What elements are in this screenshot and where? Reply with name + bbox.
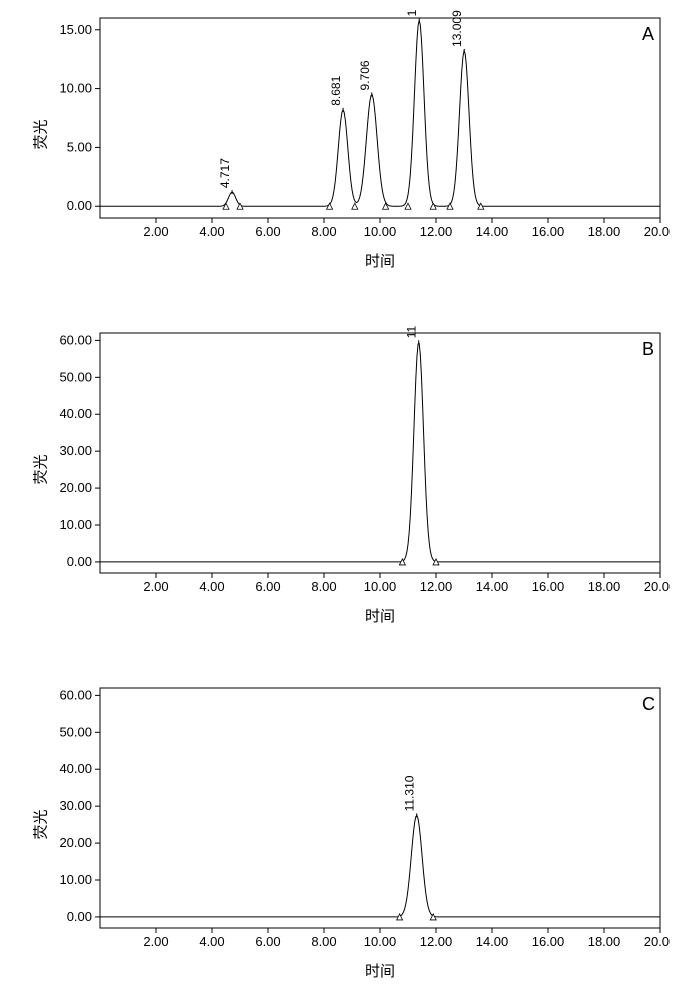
x-tick-label: 4.00 xyxy=(199,934,224,949)
chart-svg-a: 2.00 4.00 6.00 8.00 10.00 12.00 14.00 16.00 18.0… xyxy=(40,10,670,248)
y-tick-label: 50.00 xyxy=(59,369,92,384)
x-tick-label: 12.00 xyxy=(420,224,453,239)
panel-label: C xyxy=(642,694,655,714)
peak-label: 4.717 xyxy=(218,158,232,188)
x-axis-label: 时间 xyxy=(100,250,660,271)
y-tick-label: 60.00 xyxy=(59,332,92,347)
y-tick-label: 40.00 xyxy=(59,761,92,776)
x-tick-label: 2.00 xyxy=(143,224,168,239)
plot-border xyxy=(100,18,660,218)
y-tick-label: 10.00 xyxy=(59,81,92,96)
chromatogram-panel-a: 2.00 4.00 6.00 8.00 10.00 12.00 14.00 16.00 18.0… xyxy=(40,10,670,248)
x-tick-label: 8.00 xyxy=(311,224,336,239)
baseline-marker-icon xyxy=(352,203,358,209)
peak-label: 11.310 xyxy=(403,775,417,811)
y-axis-label: 荧光 xyxy=(30,445,51,485)
x-tick-label: 2.00 xyxy=(143,934,168,949)
chart-svg-b: 2.00 4.00 6.00 8.00 10.00 12.00 14.00 16.00 18.0… xyxy=(40,325,670,603)
chart-svg-c: 2.00 4.00 6.00 8.00 10.00 12.00 14.00 16.00 18.0… xyxy=(40,680,670,958)
x-tick-label: 20.00 xyxy=(644,224,670,239)
y-tick-label: 0.00 xyxy=(67,909,92,924)
y-tick-label: 30.00 xyxy=(59,798,92,813)
baseline-marker-icon xyxy=(383,203,389,209)
x-tick-label: 18.00 xyxy=(588,224,621,239)
peak-label: 8.681 xyxy=(329,75,343,105)
x-tick-label: 16.00 xyxy=(532,579,565,594)
x-tick-label: 20.00 xyxy=(644,934,670,949)
x-tick-label: 14.00 xyxy=(476,224,509,239)
x-tick-label: 6.00 xyxy=(255,934,280,949)
chromatogram-trace xyxy=(100,816,660,917)
x-tick-label: 10.00 xyxy=(364,224,397,239)
panel-label: B xyxy=(642,339,654,359)
plot-border xyxy=(100,688,660,928)
y-tick-label: 10.00 xyxy=(59,517,92,532)
peak-label: 11.382 xyxy=(405,325,419,338)
x-tick-label: 20.00 xyxy=(644,579,670,594)
x-tick-label: 10.00 xyxy=(364,934,397,949)
x-tick-label: 16.00 xyxy=(532,934,565,949)
y-tick-label: 40.00 xyxy=(59,406,92,421)
chromatogram-panel-b: 2.00 4.00 6.00 8.00 10.00 12.00 14.00 16.00 18.0… xyxy=(40,325,670,603)
y-tick-label: 15.00 xyxy=(59,22,92,37)
x-axis-label: 时间 xyxy=(100,605,660,626)
x-tick-label: 8.00 xyxy=(311,579,336,594)
x-tick-label: 12.00 xyxy=(420,579,453,594)
y-tick-label: 20.00 xyxy=(59,835,92,850)
peak-label: 9.706 xyxy=(358,60,372,90)
x-axis-label: 时间 xyxy=(100,960,660,981)
y-axis-label: 荧光 xyxy=(30,110,51,150)
x-tick-label: 6.00 xyxy=(255,224,280,239)
y-tick-label: 10.00 xyxy=(59,872,92,887)
peak-label: 13.009 xyxy=(450,10,464,47)
y-tick-label: 0.00 xyxy=(67,198,92,213)
baseline-marker-icon xyxy=(430,203,436,209)
x-tick-label: 14.00 xyxy=(476,934,509,949)
y-tick-label: 0.00 xyxy=(67,554,92,569)
x-tick-label: 4.00 xyxy=(199,579,224,594)
plot-border xyxy=(100,333,660,573)
baseline-marker-icon xyxy=(223,203,229,209)
x-tick-label: 6.00 xyxy=(255,579,280,594)
chromatogram-trace xyxy=(100,20,660,206)
x-tick-label: 18.00 xyxy=(588,579,621,594)
chromatogram-trace xyxy=(100,343,660,561)
x-tick-label: 18.00 xyxy=(588,934,621,949)
y-tick-label: 50.00 xyxy=(59,724,92,739)
y-tick-label: 5.00 xyxy=(67,139,92,154)
x-tick-label: 10.00 xyxy=(364,579,397,594)
x-tick-label: 14.00 xyxy=(476,579,509,594)
chromatogram-panel-c: 2.00 4.00 6.00 8.00 10.00 12.00 14.00 16.00 18.0… xyxy=(40,680,670,958)
y-tick-label: 60.00 xyxy=(59,687,92,702)
x-tick-label: 16.00 xyxy=(532,224,565,239)
y-tick-label: 30.00 xyxy=(59,443,92,458)
x-tick-label: 2.00 xyxy=(143,579,168,594)
x-tick-label: 4.00 xyxy=(199,224,224,239)
page-root: 2.00 4.00 6.00 8.00 10.00 12.00 14.00 16.00 18.0… xyxy=(0,0,676,1000)
baseline-marker-icon xyxy=(405,203,411,209)
x-tick-label: 8.00 xyxy=(311,934,336,949)
panel-label: A xyxy=(642,24,654,44)
x-tick-label: 12.00 xyxy=(420,934,453,949)
y-axis-label: 荧光 xyxy=(30,800,51,840)
y-tick-label: 20.00 xyxy=(59,480,92,495)
peak-label: 11.401 xyxy=(405,10,419,16)
